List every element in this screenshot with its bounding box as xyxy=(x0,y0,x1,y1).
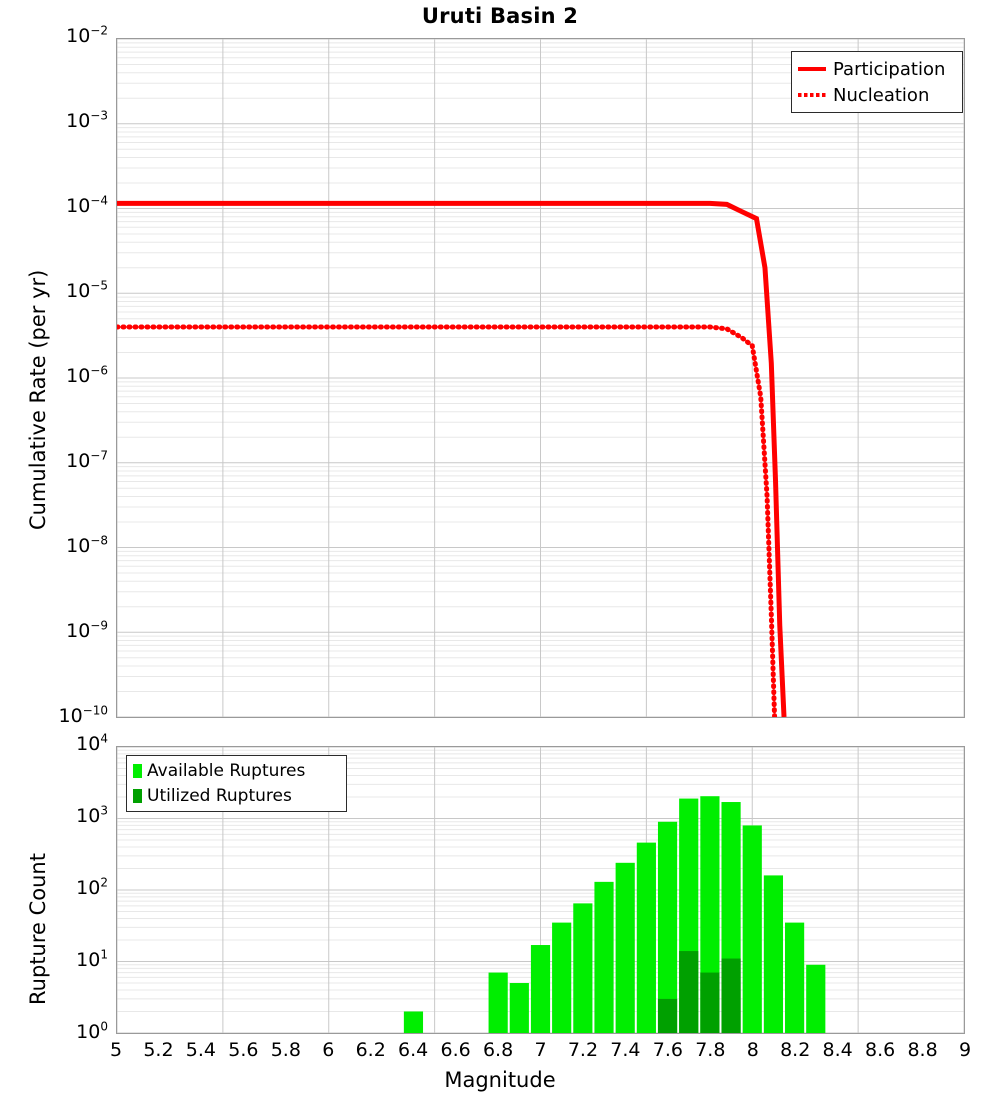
utilized-ruptures-swatch-icon xyxy=(133,788,142,803)
x-tick-label: 6.8 xyxy=(482,1039,514,1061)
y-axis-label-top: Cumulative Rate (per yr) xyxy=(26,269,50,530)
legend-label-utilized-ruptures: Utilized Ruptures xyxy=(147,785,292,806)
legend-item-utilized-ruptures[interactable]: Utilized Ruptures xyxy=(133,784,340,809)
legend-top[interactable]: Participation Nucleation xyxy=(791,51,963,113)
y-tick-label: 10−9 xyxy=(66,618,108,642)
x-tick-label: 7.4 xyxy=(610,1039,641,1061)
x-tick-label: 5.8 xyxy=(270,1039,301,1061)
x-tick-label: 8.4 xyxy=(822,1039,853,1061)
grid-top xyxy=(117,39,964,717)
x-tick-label: 7 xyxy=(534,1039,547,1061)
nucleation-dotted-line-icon xyxy=(798,93,826,97)
y-axis-label-bottom: Rupture Count xyxy=(26,853,50,1005)
cumulative-rate-plot xyxy=(116,38,965,718)
y-tick-label: 103 xyxy=(76,803,108,827)
x-tick-label: 6.6 xyxy=(440,1039,471,1061)
x-tick-label: 6.4 xyxy=(398,1039,429,1061)
y-tick-label: 10−7 xyxy=(66,448,108,472)
legend-item-participation[interactable]: Participation xyxy=(798,56,956,82)
x-tick-label: 8 xyxy=(746,1039,759,1061)
x-tick-label: 5 xyxy=(109,1039,123,1061)
x-tick-label: 6.2 xyxy=(355,1039,386,1061)
y-tick-label: 10−4 xyxy=(66,193,108,217)
x-tick-label: 6 xyxy=(322,1039,335,1061)
x-tick-label: 5.6 xyxy=(228,1039,259,1061)
legend-bottom[interactable]: Available Ruptures Utilized Ruptures xyxy=(126,755,347,812)
x-tick-label: 7.2 xyxy=(567,1039,599,1061)
x-tick-label: 8.6 xyxy=(864,1039,896,1061)
y-tick-label: 10−10 xyxy=(58,703,108,727)
y-tick-label: 100 xyxy=(76,1019,108,1043)
y-tick-label: 10−5 xyxy=(66,278,108,302)
x-axis-label: Magnitude xyxy=(444,1068,556,1092)
x-tick-label: 8.2 xyxy=(780,1039,811,1061)
legend-item-nucleation[interactable]: Nucleation xyxy=(798,82,956,108)
legend-label-nucleation: Nucleation xyxy=(833,84,930,106)
x-tick-label: 7.8 xyxy=(695,1039,726,1061)
page-title: Uruti Basin 2 xyxy=(421,4,579,28)
legend-label-available-ruptures: Available Ruptures xyxy=(147,761,306,782)
available-ruptures-swatch-icon xyxy=(133,764,142,779)
y-tick-label: 104 xyxy=(76,731,108,755)
x-tick-label: 7.6 xyxy=(652,1039,683,1061)
y-tick-label: 101 xyxy=(76,947,108,971)
y-tick-label: 102 xyxy=(76,875,108,899)
x-tick-label: 9 xyxy=(958,1039,972,1061)
legend-item-available-ruptures[interactable]: Available Ruptures xyxy=(133,759,340,784)
legend-label-participation: Participation xyxy=(833,58,946,80)
x-tick-label: 5.2 xyxy=(143,1039,174,1061)
x-tick-label: 8.8 xyxy=(907,1039,938,1061)
participation-line-icon xyxy=(798,67,826,71)
y-tick-label: 10−6 xyxy=(66,363,108,387)
x-tick-label: 5.4 xyxy=(185,1039,216,1061)
y-tick-label: 10−3 xyxy=(66,108,108,132)
y-tick-label: 10−2 xyxy=(66,23,108,47)
y-tick-label: 10−8 xyxy=(66,533,108,557)
